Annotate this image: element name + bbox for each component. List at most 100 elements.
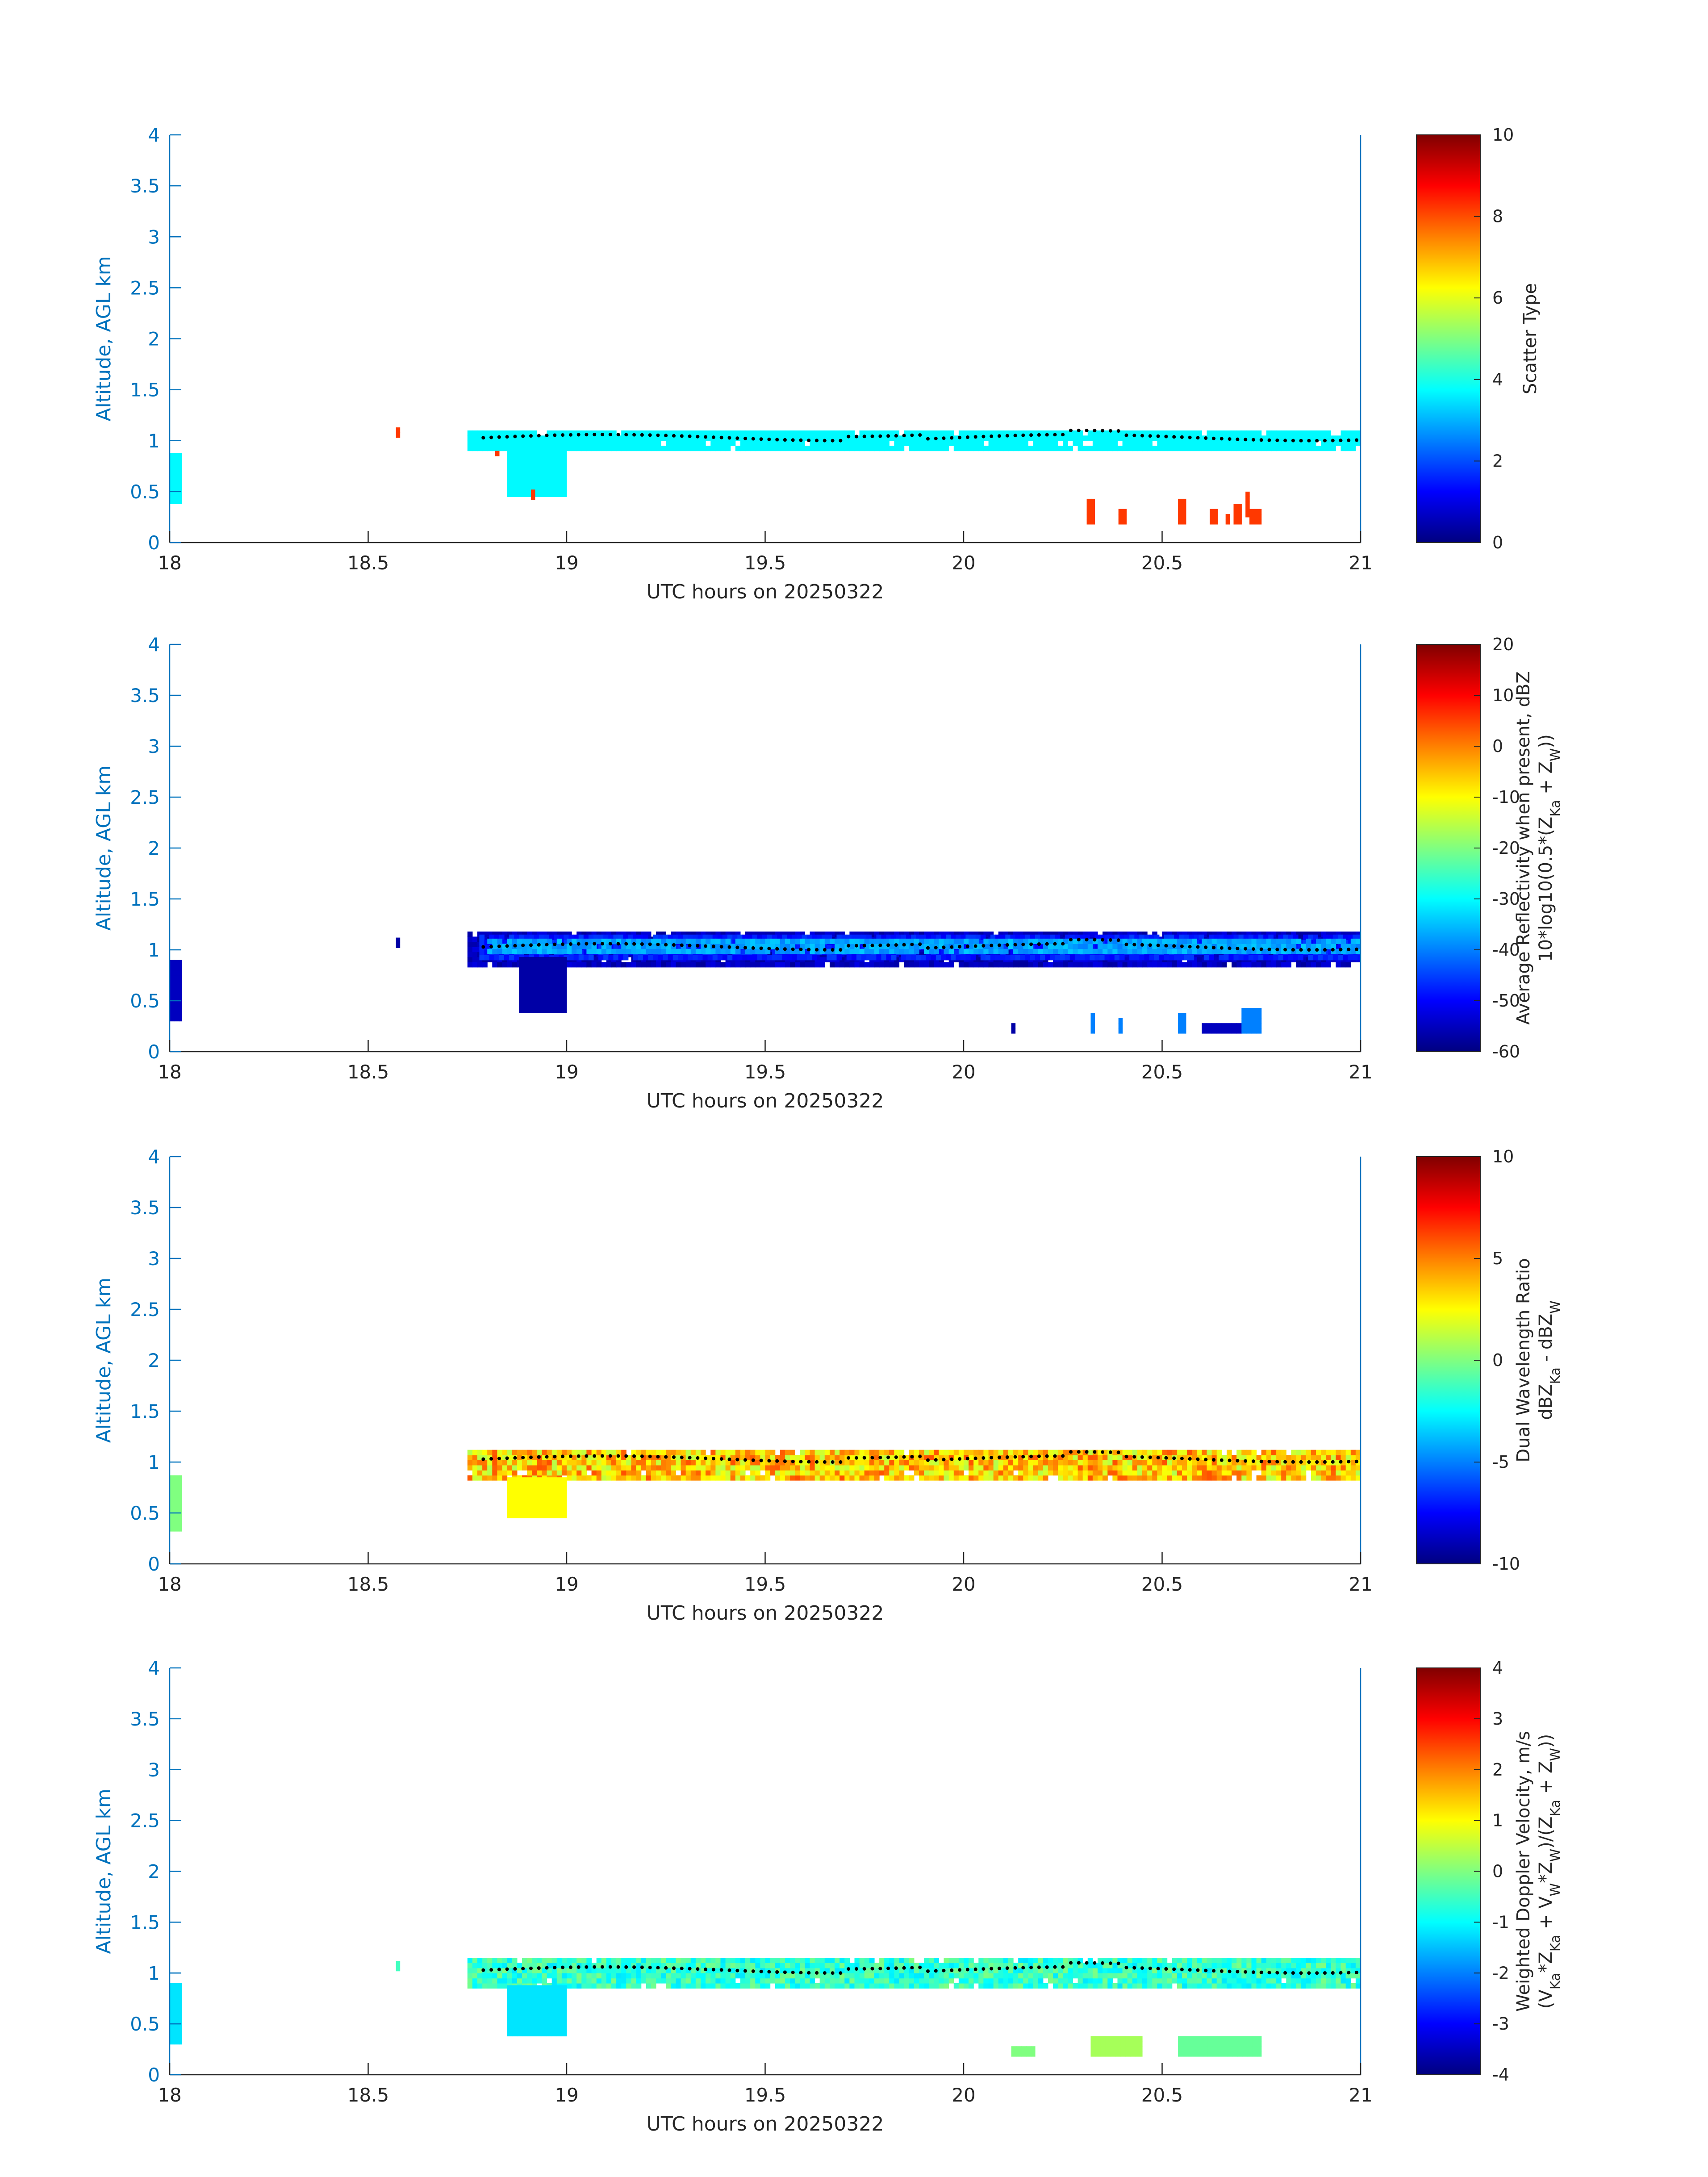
heatmap-cell	[1098, 1455, 1103, 1460]
heatmap-cell	[1187, 446, 1192, 451]
heatmap-cell	[1211, 1023, 1217, 1029]
cloud-base-dot	[1148, 434, 1152, 438]
heatmap-cell	[1296, 440, 1302, 446]
heatmap-cell	[765, 938, 771, 944]
heatmap-cell	[477, 1460, 483, 1466]
heatmap-cell	[725, 938, 731, 944]
heatmap-cell	[993, 440, 999, 446]
cloud-base-dots	[481, 938, 1359, 952]
heatmap-cell	[601, 949, 607, 954]
heatmap-cell	[646, 435, 651, 441]
heatmap-cell	[1328, 950, 1333, 955]
cloud-base-dot	[823, 948, 827, 952]
heatmap-cell	[780, 435, 785, 441]
heatmap-cell	[819, 944, 825, 949]
heatmap-cell	[690, 446, 696, 451]
heatmap-cell	[1202, 932, 1207, 937]
heatmap-cell	[507, 491, 513, 497]
heatmap-cell	[819, 957, 825, 962]
cloud-base-dot	[576, 942, 580, 946]
heatmap-cell	[1172, 430, 1178, 436]
heatmap-cell	[740, 1475, 746, 1481]
heatmap-cell	[532, 476, 537, 482]
colorbar-tick-label: 0	[1492, 533, 1503, 552]
heatmap-cell	[542, 435, 547, 441]
heatmap-cell	[1028, 1470, 1034, 1476]
heatmap-cell	[1035, 955, 1040, 961]
heatmap-cell	[1082, 944, 1088, 949]
heatmap-cell	[1355, 944, 1361, 949]
heatmap-cell	[998, 932, 1004, 937]
heatmap-cell	[1013, 1465, 1019, 1471]
heatmap-cell	[532, 435, 537, 441]
heatmap-cell	[504, 940, 509, 945]
heatmap-cell	[677, 944, 683, 950]
heatmap-cell	[519, 1003, 524, 1008]
heatmap-cell	[547, 456, 552, 461]
heatmap-cell	[948, 938, 954, 944]
heatmap-cell	[894, 1475, 900, 1481]
cloud-base-dot	[886, 943, 890, 947]
heatmap-cell	[467, 1455, 473, 1460]
heatmap-cell	[561, 1455, 567, 1460]
heatmap-cell	[1102, 435, 1108, 441]
colorbar-gradient	[1416, 644, 1481, 1052]
heatmap-cell	[1053, 944, 1058, 949]
heatmap-cell	[835, 446, 840, 451]
heatmap-cell	[795, 1465, 800, 1471]
heatmap-cell	[482, 1470, 488, 1476]
heatmap-cell	[482, 962, 488, 968]
heatmap-cell	[706, 435, 711, 441]
heatmap-cell	[1092, 435, 1098, 441]
cloud-base-dot	[1204, 436, 1208, 440]
cloud-base-dot	[767, 947, 771, 951]
cloud-base-dot	[672, 943, 676, 947]
heatmap-cell	[1092, 1465, 1098, 1471]
y-tick-label: 3.5	[130, 685, 160, 706]
heatmap-cell	[1301, 440, 1307, 446]
cloud-base-dot	[1228, 437, 1232, 441]
heatmap-cell	[1245, 507, 1250, 513]
heatmap-cell	[993, 962, 999, 968]
heatmap-cell	[797, 955, 802, 961]
heatmap-cell	[1254, 509, 1260, 514]
heatmap-cell	[497, 1470, 503, 1476]
heatmap-cell	[1058, 944, 1063, 949]
heatmap-cell	[1117, 944, 1123, 949]
heatmap-cell	[1000, 955, 1006, 961]
heatmap-cell	[1199, 934, 1204, 940]
heatmap-cell	[502, 430, 508, 436]
heatmap-cell	[1202, 1455, 1207, 1460]
heatmap-cell	[1087, 435, 1093, 441]
heatmap-cell	[1271, 1455, 1277, 1460]
heatmap-cell	[1167, 932, 1173, 937]
heatmap-cell	[527, 1465, 532, 1471]
heatmap-cell	[1207, 1460, 1212, 1466]
heatmap-cell	[720, 1465, 726, 1471]
heatmap-cell	[1323, 934, 1328, 940]
heatmap-cell	[914, 932, 919, 937]
heatmap-cell	[1127, 440, 1133, 446]
cloud-base-dot	[719, 435, 723, 439]
heatmap-cell	[886, 934, 892, 940]
heatmap-cell	[477, 1450, 483, 1455]
heatmap-cell	[973, 962, 979, 968]
heatmap-cell	[1162, 435, 1168, 441]
heatmap-cell	[1169, 955, 1174, 961]
heatmap-cell	[591, 1475, 597, 1481]
heatmap-cell	[1008, 1460, 1014, 1466]
heatmap-cell	[1003, 435, 1009, 441]
heatmap-cell	[720, 949, 726, 954]
heatmap-cell	[1182, 1465, 1187, 1471]
heatmap-cell	[537, 491, 542, 497]
heatmap-cell	[170, 995, 175, 1001]
heatmap-cell	[626, 430, 631, 436]
heatmap-cell	[839, 1455, 845, 1460]
heatmap-cell	[745, 938, 751, 944]
heatmap-cell	[522, 1450, 527, 1455]
heatmap-cell	[1023, 949, 1028, 954]
heatmap-cell	[1048, 435, 1053, 441]
heatmap-cell	[1068, 1455, 1073, 1460]
cloud-base-dot	[529, 943, 533, 947]
heatmap-cell	[1098, 962, 1103, 968]
